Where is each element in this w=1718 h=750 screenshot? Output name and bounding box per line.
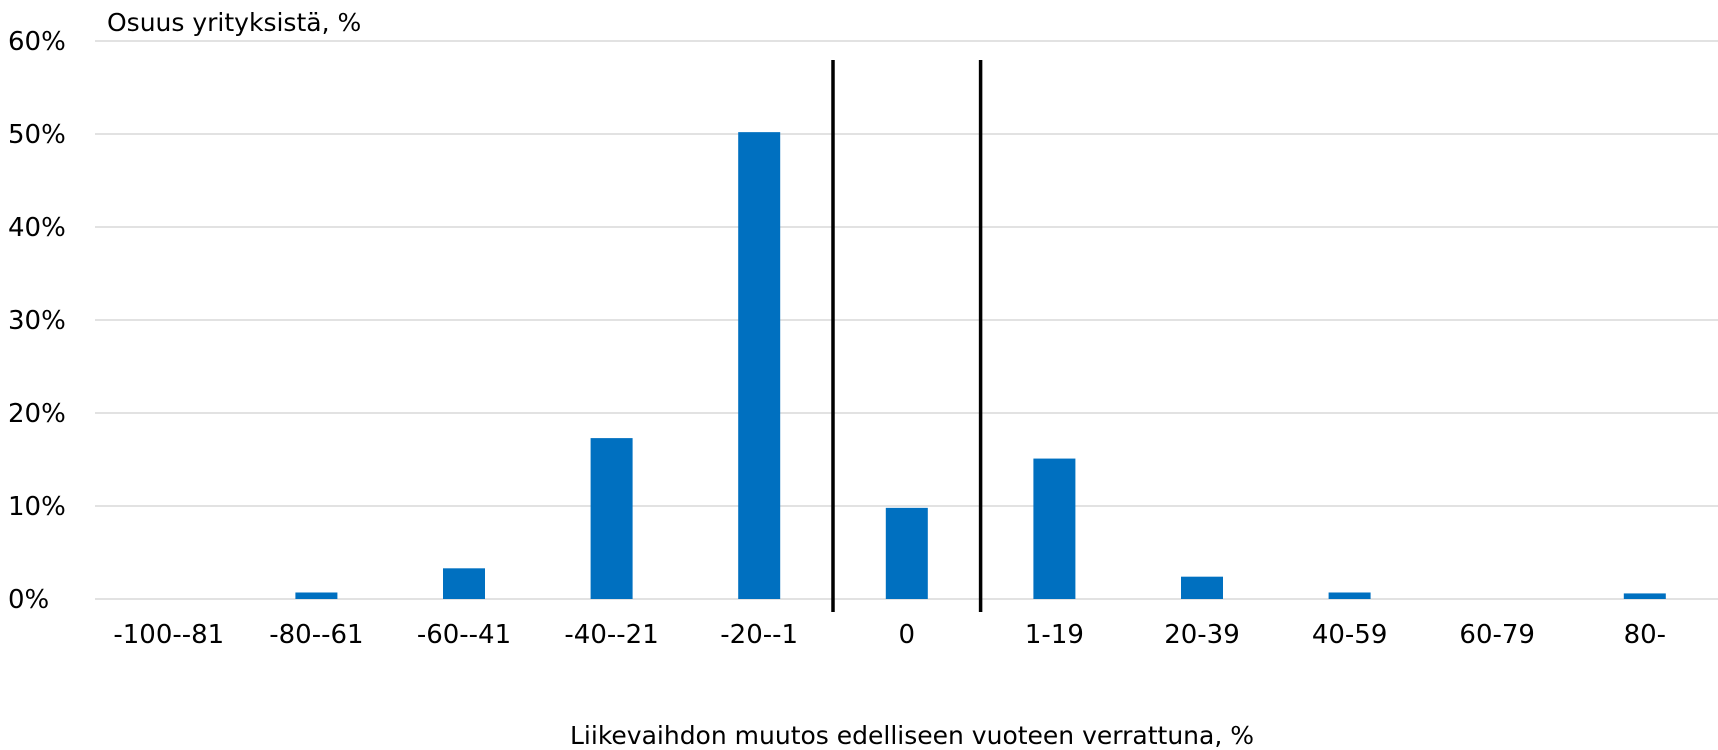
bar [443,568,485,599]
x-axis-title: Liikevaihdon muutos edelliseen vuoteen v… [570,721,1254,750]
x-tick-label: -100--81 [113,620,224,650]
bar [1623,593,1666,599]
bar [738,132,781,599]
y-tick-label: 0% [8,585,49,615]
bar [1033,458,1076,599]
bars [295,132,1666,599]
y-axis-ticks: 0% 10% 20% 30% 40% 50% 60% [8,27,66,615]
bar [590,438,633,599]
bar [1328,592,1371,599]
x-tick-label: -40--21 [564,620,658,650]
gridlines [95,40,1718,600]
separator-lines [831,60,983,612]
y-tick-label: 10% [8,492,66,522]
y-tick-label: 50% [8,120,66,150]
x-tick-label: 40-59 [1312,620,1388,650]
x-tick-label: 20-39 [1164,620,1240,650]
x-tick-label: 0 [899,620,916,650]
x-axis-ticks: -100--81 -80--61 -60--41 -40--21 -20--1 0 1-19… [113,620,1666,650]
y-tick-label: 20% [8,399,66,429]
x-tick-label: -80--61 [269,620,363,650]
x-tick-label: -60--41 [417,620,511,650]
y-tick-label: 30% [8,306,66,336]
bar [295,592,338,599]
x-tick-label: -20--1 [720,620,798,650]
y-tick-label: 60% [8,27,66,57]
x-tick-label: 80- [1624,620,1666,650]
x-tick-label: 60-79 [1459,620,1535,650]
x-tick-label: 1-19 [1025,620,1084,650]
bar [1181,576,1223,599]
bar [885,507,928,599]
y-tick-label: 40% [8,213,66,243]
y-axis-title: Osuus yrityksistä, % [107,8,361,37]
